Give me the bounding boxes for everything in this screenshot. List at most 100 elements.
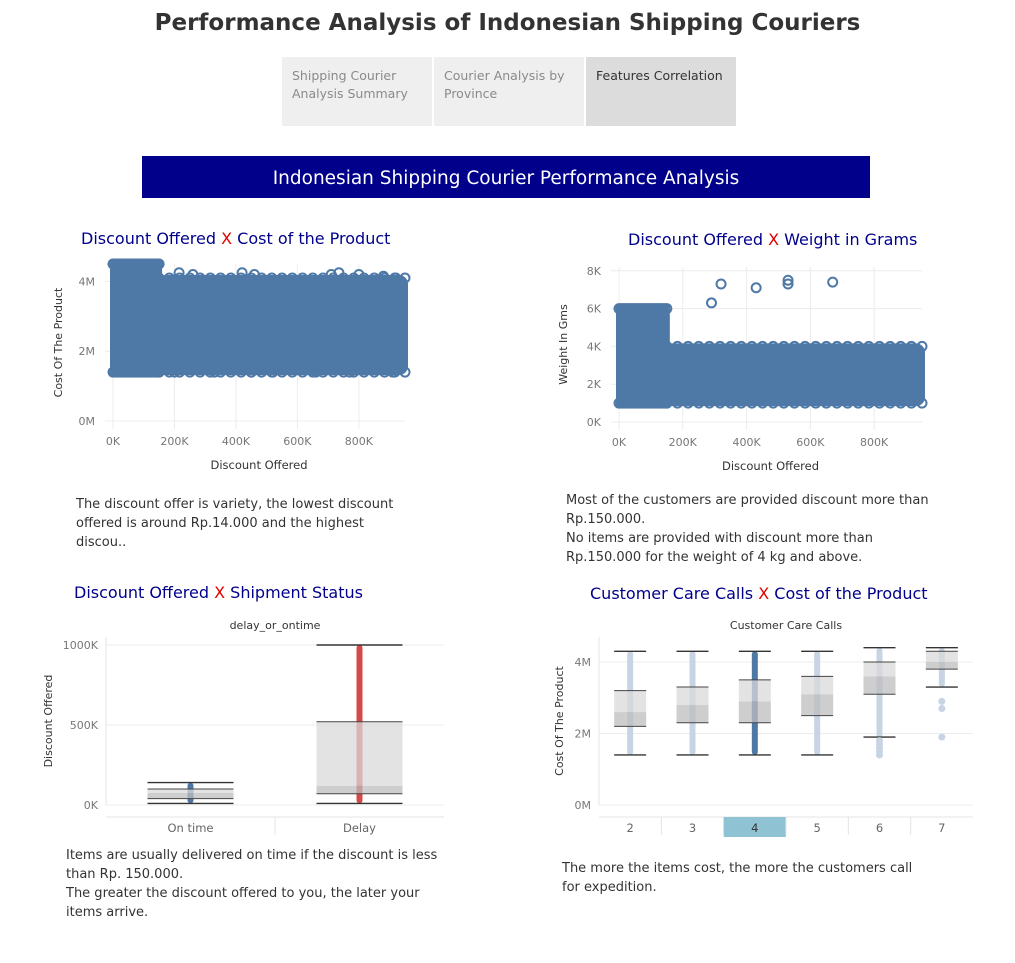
chart2-ytick-label: 4K	[587, 340, 602, 353]
chart1-point	[338, 366, 350, 378]
chart2-point-cluster	[616, 305, 670, 407]
chart2-point	[831, 397, 843, 409]
chart2-ylabel: Weight In Gms	[557, 304, 570, 385]
chart2-point	[705, 297, 717, 309]
chart2-point	[778, 340, 790, 352]
chart2-point	[852, 340, 864, 352]
chart3-box-upper	[316, 721, 403, 786]
chart1-point	[187, 268, 199, 280]
chart1-point	[153, 258, 165, 270]
chart2-point	[905, 397, 917, 409]
chart1-point	[307, 272, 319, 284]
chart4-box-lower	[801, 694, 834, 716]
chart2-point	[714, 397, 726, 409]
chart2-xtick-label: 800K	[860, 436, 889, 449]
chart1-point	[286, 272, 298, 284]
chart1-point	[266, 272, 278, 284]
chart2-point	[671, 397, 683, 409]
chart4-category-label: 2	[627, 821, 634, 835]
chart2-point	[715, 278, 727, 290]
chart2-point	[703, 340, 715, 352]
chart4-outlier-point	[938, 697, 946, 705]
chart2-point	[782, 278, 794, 290]
chart1-point	[256, 366, 268, 378]
chart4-category-label: 6	[876, 821, 883, 835]
chart4-ytick-label: 4M	[575, 656, 592, 669]
chart1-point	[153, 272, 165, 284]
chart2-title-b: Weight in Grams	[779, 230, 918, 249]
chart2-xtick-label: 600K	[796, 436, 825, 449]
chart1-point-cluster	[156, 274, 408, 376]
tab-courier-by-province[interactable]: Courier Analysis by Province	[434, 57, 584, 126]
chart2-title: Discount Offered X Weight in Grams	[628, 230, 917, 249]
chart4-category-label: 4	[751, 821, 758, 835]
chart2-point	[788, 340, 800, 352]
chart2-description-line2: No items are provided with discount more…	[566, 531, 873, 565]
chart1-point	[225, 272, 237, 284]
chart3-box-upper	[147, 789, 234, 793]
chart1-point	[215, 366, 227, 378]
chart4-title-a: Customer Care Calls	[590, 584, 759, 603]
chart2-point	[827, 276, 839, 288]
chart1-point	[184, 366, 196, 378]
chart1-xtick-label: 400K	[222, 435, 251, 448]
chart2-point	[905, 340, 917, 352]
chart2-point	[842, 340, 854, 352]
chart1-point	[333, 267, 345, 279]
chart2-xtick-label: 0K	[612, 436, 627, 449]
chart1-ytick-label: 0M	[79, 415, 96, 428]
chart4-ytick-label: 0M	[575, 799, 592, 812]
chart1-scatter[interactable]: 0M 2M 4M 0K 200K 400K 600K 800K Discount Offered…	[0, 250, 507, 485]
chart2-point	[863, 340, 875, 352]
chart2-title-a: Discount Offered	[628, 230, 769, 249]
chart2-xlabel: Discount Offered	[722, 459, 819, 473]
chart1-point	[368, 366, 380, 378]
chart2-point	[750, 282, 762, 294]
chart2-xtick-label: 400K	[732, 436, 761, 449]
chart1-point	[225, 366, 237, 378]
chart3-title: Discount Offered X Shipment Status	[74, 583, 363, 602]
chart1-point	[235, 366, 247, 378]
chart2-point	[671, 340, 683, 352]
chart1-point	[248, 268, 260, 280]
chart1-xtick-label: 600K	[283, 435, 312, 448]
tab-shipping-courier-summary[interactable]: Shipping Courier Analysis Summary	[282, 57, 432, 126]
chart3-ytick-label: 1000K	[63, 639, 99, 652]
chart4-boxplot[interactable]: 0M 2M 4M Customer Care Calls Cost Of The Pro…	[507, 605, 1015, 840]
chart1-point	[173, 267, 185, 279]
tab-features-correlation[interactable]: Features Correlation	[586, 57, 736, 126]
chart2-point	[873, 397, 885, 409]
chart1-point	[276, 272, 288, 284]
chart2-point	[895, 397, 907, 409]
chart3-description-line2: The greater the discount offered to you,…	[66, 886, 420, 920]
chart3-ytick-label: 500K	[70, 719, 99, 732]
chart2-ytick-label: 2K	[587, 378, 602, 391]
chart4-title-b: Cost of the Product	[769, 584, 928, 603]
chart3-boxplot[interactable]: 0K 500K 1000K delay_or_ontime Discount Offer…	[0, 605, 507, 840]
chart3-description: Items are usually delivered on time if t…	[66, 846, 451, 922]
chart1-point	[194, 366, 206, 378]
chart3-ylabel: Discount Offered	[42, 675, 55, 768]
chart4-box-upper	[925, 651, 958, 663]
chart4-category-label: 7	[938, 821, 945, 835]
chart2-point	[820, 397, 832, 409]
chart2-point	[693, 397, 705, 409]
chart1-point	[208, 366, 220, 378]
chart2-scatter[interactable]: 0K 2K 4K 6K 8K 0K 200K 400K 600K 800K Discount Off…	[507, 250, 1015, 490]
chart4-title: Customer Care Calls X Cost of the Produc…	[590, 584, 928, 603]
chart2-point	[873, 340, 885, 352]
chart1-point	[317, 366, 329, 378]
chart2-point	[831, 340, 843, 352]
chart1-point	[297, 272, 309, 284]
chart4-title-x: X	[758, 584, 770, 603]
chart1-ylabel: Cost Of The Product	[52, 287, 65, 397]
chart4-box-lower	[863, 676, 896, 695]
chart4-category-label: 5	[814, 821, 821, 835]
chart2-point	[799, 397, 811, 409]
chart2-point	[661, 397, 673, 409]
chart2-point	[746, 397, 758, 409]
chart1-point	[377, 270, 389, 282]
chart2-point	[693, 340, 705, 352]
chart4-box-upper	[863, 662, 896, 677]
chart3-xlabel: delay_or_ontime	[230, 619, 321, 632]
